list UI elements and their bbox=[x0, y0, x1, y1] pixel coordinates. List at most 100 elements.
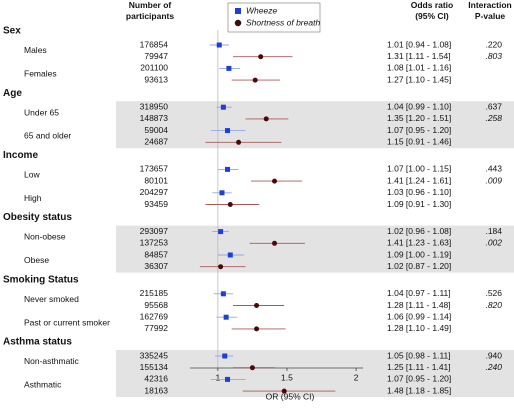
p-value: .184 bbox=[485, 226, 502, 236]
n-label: 59004 bbox=[144, 125, 168, 135]
or-label: 1.04 [0.99 - 1.10] bbox=[387, 101, 451, 111]
p-value: .803 bbox=[485, 51, 502, 61]
or-label: 1.31 [1.11 - 1.54] bbox=[387, 51, 451, 61]
n-label: 293097 bbox=[140, 226, 169, 236]
or-label: 1.01 [0.94 - 1.08] bbox=[387, 39, 451, 49]
or-label: 1.35 [1.20 - 1.51] bbox=[387, 113, 451, 123]
or-label: 1.27 [1.10 - 1.45] bbox=[387, 74, 451, 84]
n-header: Number of participants bbox=[126, 0, 174, 21]
legend-box bbox=[227, 2, 321, 33]
bands bbox=[116, 101, 514, 397]
or-marker bbox=[227, 202, 233, 207]
or-label: 1.25 [1.11 - 1.41] bbox=[387, 362, 451, 372]
subgroup-label: Never smoked bbox=[24, 294, 79, 304]
or-marker bbox=[226, 65, 232, 71]
legend-marker bbox=[234, 19, 242, 27]
n-label: 137253 bbox=[140, 238, 169, 248]
p-value: .940 bbox=[485, 350, 502, 360]
subgroup-label: Non-obese bbox=[24, 232, 66, 242]
legend-label: Wheeze bbox=[246, 5, 277, 15]
or-label: 1.48 [1.18 - 1.85] bbox=[387, 385, 451, 395]
or-marker bbox=[263, 116, 269, 122]
subgroup-label: Under 65 bbox=[24, 107, 59, 117]
or-marker bbox=[225, 166, 231, 172]
x-axis-label: OR (95% CI) bbox=[266, 391, 315, 401]
n-label: 93613 bbox=[144, 74, 168, 84]
or-marker bbox=[236, 139, 242, 145]
or-marker bbox=[272, 178, 278, 184]
group-label: Age bbox=[3, 88, 22, 99]
or-label: 1.04 [0.97 - 1.11] bbox=[387, 288, 451, 298]
x-tick-label: 1 bbox=[215, 372, 220, 382]
or-label: 1.09 [1.00 - 1.19] bbox=[387, 249, 451, 259]
or-marker bbox=[218, 229, 224, 235]
p-value: .009 bbox=[485, 175, 502, 185]
n-label: 335245 bbox=[140, 350, 169, 360]
p-value: .258 bbox=[485, 113, 502, 123]
subgroup-label: Females bbox=[24, 69, 57, 79]
n-label: 215185 bbox=[140, 288, 169, 298]
subgroup-label: Males bbox=[24, 45, 47, 55]
n-label: 176854 bbox=[140, 39, 169, 49]
or-label: 1.07 [0.95 - 1.20] bbox=[387, 374, 451, 384]
or-header: Odds ratio (95% CI) bbox=[411, 0, 454, 21]
subgroup-label: Past or current smoker bbox=[24, 317, 110, 327]
or-label: 1.41 [1.24 - 1.61] bbox=[387, 175, 451, 185]
legend-label: Shortness of breath bbox=[246, 17, 320, 27]
band bbox=[116, 225, 514, 273]
or-marker bbox=[219, 190, 225, 196]
or-label: 1.28 [1.11 - 1.48] bbox=[387, 300, 451, 310]
or-label: 1.02 [0.96 - 1.08] bbox=[387, 226, 451, 236]
or-label: 1.06 [0.99 - 1.14] bbox=[387, 311, 451, 321]
subgroup-label: High bbox=[24, 193, 42, 203]
subgroup-label: 65 and older bbox=[24, 131, 71, 141]
or-marker bbox=[216, 42, 222, 48]
n-label: 204297 bbox=[140, 187, 169, 197]
subgroup-label: Obese bbox=[24, 255, 49, 265]
p-value: .443 bbox=[485, 164, 502, 174]
group-label: Obesity status bbox=[3, 212, 72, 223]
n-label: 173657 bbox=[140, 164, 169, 174]
n-label: 18163 bbox=[144, 385, 168, 395]
n-label: 42316 bbox=[144, 374, 168, 384]
group-label: Income bbox=[3, 150, 38, 161]
band bbox=[116, 101, 514, 149]
n-label: 148873 bbox=[140, 113, 169, 123]
group-label: Sex bbox=[3, 26, 21, 37]
p-value: .526 bbox=[485, 288, 502, 298]
or-marker bbox=[281, 388, 287, 394]
or-label: 1.02 [0.87 - 1.20] bbox=[387, 261, 451, 271]
group-label: Smoking Status bbox=[3, 274, 79, 285]
or-label: 1.28 [1.10 - 1.49] bbox=[387, 323, 451, 333]
n-label: 93459 bbox=[144, 199, 168, 209]
or-label: 1.03 [0.96 - 1.10] bbox=[387, 187, 451, 197]
p-value: .240 bbox=[485, 362, 502, 372]
n-label: 36307 bbox=[144, 261, 168, 271]
or-marker bbox=[222, 353, 228, 359]
or-marker bbox=[252, 77, 258, 83]
subgroup-label: Asthmatic bbox=[24, 380, 62, 390]
or-marker bbox=[225, 376, 231, 382]
or-marker bbox=[249, 365, 255, 371]
n-label: 155134 bbox=[140, 362, 169, 372]
n-label: 24687 bbox=[144, 137, 168, 147]
or-marker bbox=[258, 54, 264, 60]
or-marker bbox=[227, 252, 233, 258]
n-label: 84857 bbox=[144, 249, 168, 259]
or-label: 1.05 [0.98 - 1.11] bbox=[387, 350, 451, 360]
x-tick-label: 2 bbox=[354, 372, 359, 382]
group-label: Asthma status bbox=[3, 337, 72, 348]
or-label: 1.09 [0.91 - 1.30] bbox=[387, 199, 451, 209]
band bbox=[116, 350, 514, 397]
or-marker bbox=[225, 128, 231, 134]
or-label: 1.41 [1.23 - 1.63] bbox=[387, 238, 451, 248]
p-value: .820 bbox=[485, 300, 502, 310]
or-label: 1.07 [0.95 - 1.20] bbox=[387, 125, 451, 135]
p-header: Interaction P-value bbox=[468, 0, 511, 21]
or-marker bbox=[254, 326, 260, 332]
or-label: 1.07 [1.00 - 1.15] bbox=[387, 164, 451, 174]
n-label: 95568 bbox=[144, 300, 168, 310]
n-label: 162769 bbox=[140, 311, 169, 321]
or-marker bbox=[220, 291, 226, 297]
